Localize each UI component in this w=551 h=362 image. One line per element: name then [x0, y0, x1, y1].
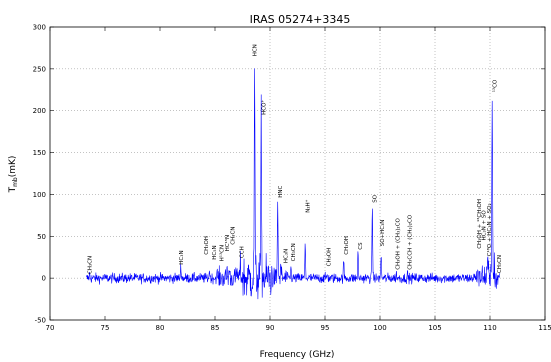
x-tick-label: 105 — [428, 324, 441, 332]
line-label: CH₃CN — [497, 255, 503, 273]
y-tick-label: 150 — [33, 149, 46, 157]
x-tick-label: 70 — [46, 324, 55, 332]
line-label: SO+HC₃N — [380, 220, 386, 247]
line-label: H¹³CN — [219, 245, 226, 262]
line-label: HC₃N — [179, 250, 185, 264]
line-label: HCN — [253, 44, 259, 56]
y-axis-label-main: T — [8, 186, 18, 193]
line-label: CH₃CN — [88, 256, 94, 274]
line-label: CH₃OH — [326, 248, 332, 267]
x-tick-label: 85 — [211, 324, 220, 332]
plot-frame — [49, 26, 546, 321]
x-tick-label: 80 — [156, 324, 165, 332]
line-label: HC¹⁵N — [224, 235, 231, 252]
line-label: CCH — [239, 246, 245, 258]
x-tick-label: 115 — [538, 324, 551, 332]
line-label: CS — [358, 242, 364, 250]
line-label: CH₃OH + ¹³CH₃OH — [476, 199, 483, 249]
line-label: HC₃N + SO — [481, 210, 487, 241]
y-axis-label-unit: (mK) — [8, 156, 18, 178]
y-tick-label: 250 — [33, 65, 46, 73]
line-label: CH₃OH — [204, 236, 210, 255]
y-tick-label: 200 — [33, 107, 46, 115]
line-label: C¹⁸O + HC₃N + SO₂ — [486, 203, 493, 256]
x-tick-label: 110 — [483, 324, 496, 332]
line-label: SO — [373, 194, 379, 202]
line-label: N₂H⁺ — [304, 199, 311, 212]
x-axis-label: Frequency (GHz) — [260, 350, 335, 360]
grid — [50, 27, 545, 320]
y-tick-label: 50 — [37, 233, 46, 241]
y-axis-label: Tmb(mK) — [8, 156, 19, 194]
x-tick-label: 75 — [101, 324, 110, 332]
y-axis-label-sub: mb — [12, 177, 19, 187]
line-label: CH₃CCH + (CH₃)₂CO — [408, 214, 414, 270]
line-label: CH₃OH + (CH₃)₂CO — [396, 218, 402, 270]
line-label: HNC — [278, 186, 284, 198]
line-label: HCO⁺ — [260, 100, 267, 115]
line-label: ¹³CO — [491, 79, 498, 92]
x-tick-label: 95 — [321, 324, 330, 332]
line-label: CH₃OH — [344, 236, 350, 255]
line-label: HC₃N — [283, 249, 289, 263]
spectrum-series — [86, 68, 501, 300]
y-tick-label: 300 — [33, 24, 46, 32]
line-label: CH₃CN — [231, 227, 237, 245]
axis-ticks: 70 75 80 85 90 95 100 105 110 115 -50 0 50 100 150 200 2… — [33, 24, 551, 333]
x-tick-label: 90 — [266, 324, 275, 332]
y-tick-label: -50 — [35, 317, 46, 325]
y-tick-label: 0 — [42, 275, 46, 283]
y-tick-label: 100 — [33, 191, 46, 199]
chart-title: IRAS 05274+3345 — [250, 13, 351, 26]
line-label: HC₅N — [212, 245, 218, 259]
line-label: CH₃CN — [291, 243, 297, 261]
x-tick-label: 100 — [373, 324, 386, 332]
